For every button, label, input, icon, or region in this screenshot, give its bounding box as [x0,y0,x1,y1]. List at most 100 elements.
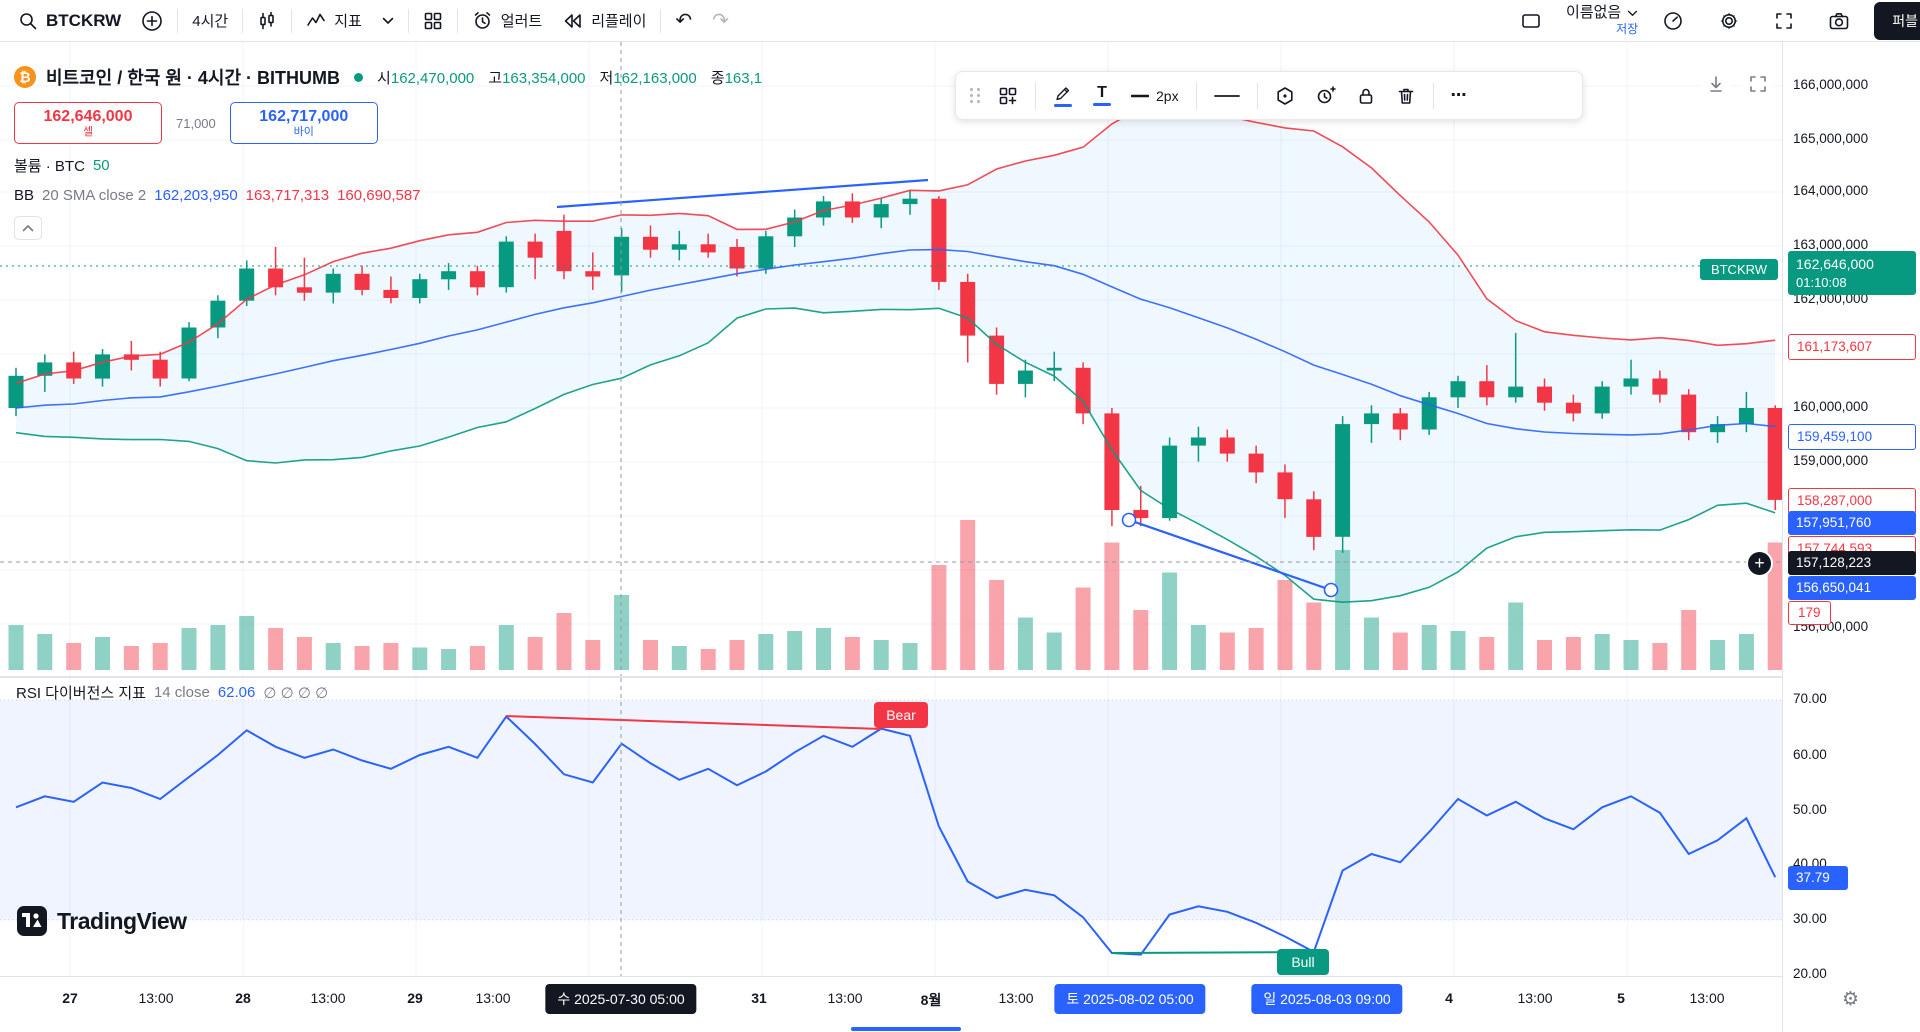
axis-settings-gear-icon[interactable]: ⚙ [1842,989,1860,1010]
toolbar-right-group: 이름없음 저장 [1510,1,1920,40]
rsi-legend-row[interactable]: RSI 다이버전스 지표 14 close 62.06 ∅ ∅ ∅ ∅ [16,682,328,703]
replay-label: 리플레이 [591,13,647,30]
lock-button[interactable] [1349,82,1383,110]
symbol-legend-row[interactable]: ₿ 비트코인 / 한국 원 · 4시간 · BITHUMB 시162,470,0… [14,64,762,90]
rsi-title: RSI 다이버전스 지표 [16,685,146,702]
rsi-params: 14 close [153,684,210,701]
add-alert-button[interactable] [1308,81,1343,110]
replay-rewind-icon [564,13,582,28]
symbol-title: 비트코인 / 한국 원 · 4시간 · BITHUMB [46,68,341,88]
tradingview-logo[interactable]: TradingView [17,906,187,936]
toolbar-separator [1195,82,1197,109]
drag-handle[interactable] [966,88,985,103]
redo-button[interactable]: ↷ [702,5,739,37]
price-axis[interactable]: 166,000,000 165,000,000 164,000,000 163,000… [1782,42,1920,1032]
trade-buttons-row: 162,646,000 셀 71,000 162,717,000 바이 [14,102,762,144]
axis-tick: 30.00 [1793,911,1827,926]
fullscreen-button[interactable] [1764,5,1804,37]
alert-label: 얼러트 [500,13,543,30]
bitcoin-icon: ₿ [14,66,36,88]
rsi-empty-values: ∅ ∅ ∅ ∅ [263,684,329,702]
settings-button[interactable] [1708,4,1750,38]
drawing-templates-button[interactable] [991,82,1025,110]
price-label: 179 [1788,601,1831,626]
interval-button[interactable]: 4시간 [182,4,238,37]
candle-style-button[interactable] [247,5,287,37]
toolbar-separator [242,8,244,33]
rsi-line [15,714,1777,956]
publish-button[interactable]: 퍼블 [1874,1,1920,40]
maximize-pane-button[interactable] [1742,68,1774,100]
pencil-tool-button[interactable] [1046,81,1080,111]
axis-tick: 163,000,000 [1793,237,1869,252]
add-alert-at-price-button[interactable]: + [1746,550,1773,577]
indicator-templates-button[interactable] [372,11,404,31]
plus-circle-icon [142,10,163,31]
text-tool-button[interactable]: T [1086,81,1118,110]
symbol-label: BTCKRW [46,10,122,30]
bear-divergence-line [505,715,882,730]
price-label: 161,173,607 [1788,334,1916,361]
axis-tick: 50.00 [1793,802,1827,817]
price-label: 157,128,223 [1788,551,1916,576]
lock-icon [1359,88,1372,104]
symbol-search-button[interactable]: BTCKRW [8,5,131,37]
trendline-handle [1323,582,1339,598]
axis-tick: 20.00 [1793,966,1827,981]
time-tick: 13:00 [1517,990,1553,1006]
alert-button[interactable]: 얼러트 [462,4,552,37]
replay-button[interactable]: 리플레이 [552,4,656,37]
alarm-plus-icon [1317,86,1336,104]
volume-legend-row[interactable]: 볼륨 · BTC 50 [14,157,110,175]
scroll-to-realtime-button[interactable] [1700,68,1732,100]
pencil-color-swatch [1054,103,1072,107]
candles-layer [8,190,1782,553]
sell-button[interactable]: 162,646,000 셀 [14,102,162,144]
pane-divider[interactable] [0,676,1920,678]
indicators-button[interactable]: 지표 [296,4,372,37]
bb-legend-row[interactable]: BB 20 SMA close 2 162,203,950 163,717,31… [14,187,421,204]
add-symbol-button[interactable] [131,4,173,38]
text-color-swatch [1093,103,1111,106]
time-tick: 13:00 [475,990,511,1006]
more-icon: ⋯ [1450,86,1468,104]
maximize-icon [1750,76,1766,92]
more-options-button[interactable]: ⋯ [1444,84,1475,108]
time-tick: 4 [1445,990,1453,1006]
price-label: 159,459,100 [1788,424,1916,451]
drawing-time-label: 토 2025-08-02 05:00 [1054,984,1206,1014]
style-settings-button[interactable] [1268,82,1302,110]
line-width-button[interactable]: 2px [1124,84,1186,108]
rsi-band [0,700,1782,920]
collapse-pane-button[interactable] [14,216,42,240]
layout-select-button[interactable] [1510,5,1552,37]
chevron-down-icon [1628,10,1638,16]
text-tool-icon: T [1097,84,1107,101]
save-button[interactable]: 저장 [1616,21,1639,36]
single-layout-icon [1522,13,1540,28]
time-tick: 28 [235,990,251,1006]
undo-button[interactable]: ↶ [665,5,702,37]
time-tick: 13:00 [138,990,174,1006]
chevron-down-icon [382,17,394,24]
screenshot-button[interactable] [1818,5,1860,37]
axis-tick: 60.00 [1793,747,1827,762]
toolbar-separator [456,8,458,33]
template-grid-icon [999,87,1017,104]
ohlc-values: 시162,470,000 고163,354,000 저162,163,000 종… [377,69,763,87]
time-axis[interactable]: 27 13:00 28 13:00 29 13:00 31 13:00 8월 13:00 4 13:0… [0,976,1782,1032]
line-width-icon [1131,94,1149,97]
price-label: 156,650,041 [1788,576,1916,601]
line-style-button[interactable] [1207,90,1247,102]
layout-grid-button[interactable] [413,5,453,37]
market-open-dot [354,72,364,82]
toolbar-separator [660,8,662,33]
layout-name-button[interactable]: 이름없음 저장 [1566,5,1638,36]
delete-button[interactable] [1389,82,1423,110]
redo-icon: ↷ [712,9,729,32]
axis-tick: 164,000,000 [1793,183,1869,198]
bottom-panel-accent [851,1027,961,1031]
quick-search-button[interactable] [1652,4,1694,38]
buy-button[interactable]: 162,717,000 바이 [229,102,378,144]
rsi-indicator-chart[interactable]: Bear Bull [0,678,1782,976]
